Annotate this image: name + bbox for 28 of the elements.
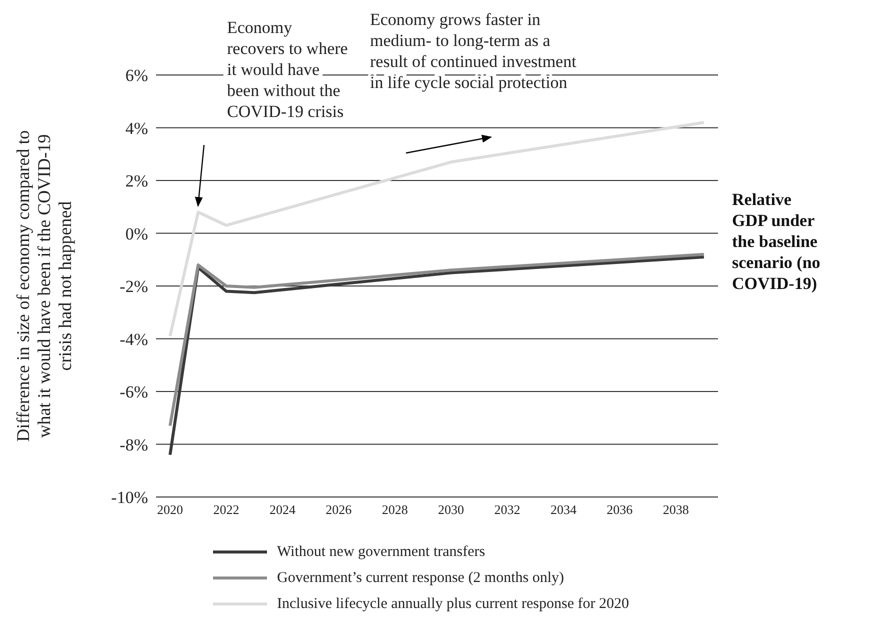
y-tick-label: -10% [111, 488, 148, 508]
y-axis-title: Difference in size of economy compared to what it would have been if the COVID-19 crisis had not happened [13, 130, 75, 442]
x-tick-label: 2020 [157, 502, 184, 518]
x-tick-label: 2036 [606, 502, 634, 518]
y-tick-label: 4% [125, 118, 148, 138]
x-tick-label: 2026 [326, 502, 352, 518]
x-tick-label: 2032 [494, 502, 520, 518]
y-tick-label: -4% [120, 330, 148, 349]
x-tick-label: 2024 [269, 502, 296, 518]
x-tick-label: 2038 [662, 502, 689, 518]
y-tick-label: 2% [125, 172, 148, 191]
x-tick-label: 2028 [382, 502, 408, 518]
x-tick-label: 2022 [213, 502, 240, 518]
y-tick-label: -8% [120, 435, 148, 454]
annotation: Economy grows faster in medium- to long-term as a result of continued investment in life cycle social protection [370, 10, 577, 92]
y-tick-label: -6% [120, 382, 148, 402]
x-tick-label: 2030 [438, 502, 464, 518]
y-tick-label: 0% [125, 224, 148, 244]
legend-label: Government’s current response (2 months only) [277, 570, 564, 586]
annotation: Economy recovers to where it would have been without the COVID-19 crisis [227, 18, 348, 121]
line-series [168, 252, 706, 428]
y-tick-label: 6% [125, 66, 148, 86]
y-tick-label: -2% [120, 277, 148, 296]
legend-label: Inclusive lifecycle annually plus current response for 2020 [277, 596, 629, 612]
legend-label: Without new government transfers [277, 544, 486, 560]
x-tick-label: 2034 [550, 502, 577, 518]
text: Relative GDP under the baseline scenario (no COVID-19) [732, 190, 820, 293]
line-series [168, 120, 706, 338]
